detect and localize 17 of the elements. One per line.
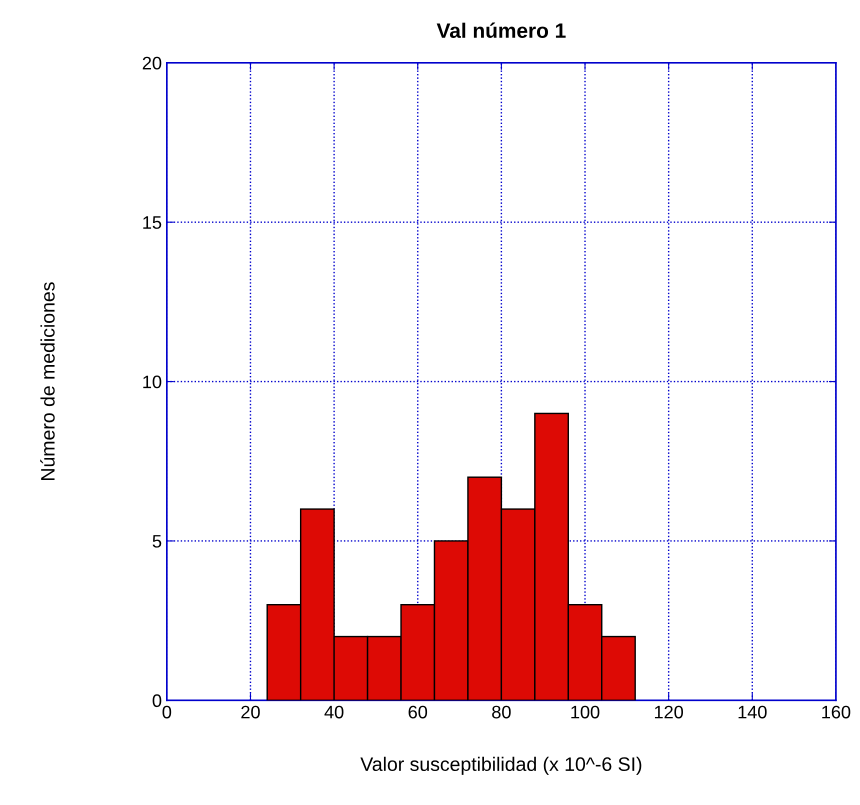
x-tick-label: 60 — [408, 706, 428, 718]
x-tick-label: 120 — [654, 706, 684, 718]
x-tick-label: 100 — [571, 706, 600, 718]
x-axis-title: Valor susceptibilidad (x 10^-6 SI) — [360, 756, 642, 775]
y-tick-label: 0 — [152, 694, 162, 708]
x-tick-label: 160 — [822, 706, 850, 718]
y-tick-label: 5 — [152, 535, 162, 548]
y-tick-label: 10 — [143, 376, 162, 388]
chart-title: Val número 1 — [436, 22, 566, 38]
x-tick-label: 20 — [241, 706, 260, 718]
x-tick-label: 140 — [738, 706, 767, 718]
x-tick-label: 0 — [162, 706, 172, 718]
x-tick-label: 80 — [492, 706, 511, 718]
y-tick-label: 15 — [143, 216, 162, 229]
x-tick-label: 40 — [324, 706, 344, 718]
y-tick-label: 20 — [142, 56, 162, 70]
y-axis-title: Número de mediciones — [40, 282, 55, 480]
